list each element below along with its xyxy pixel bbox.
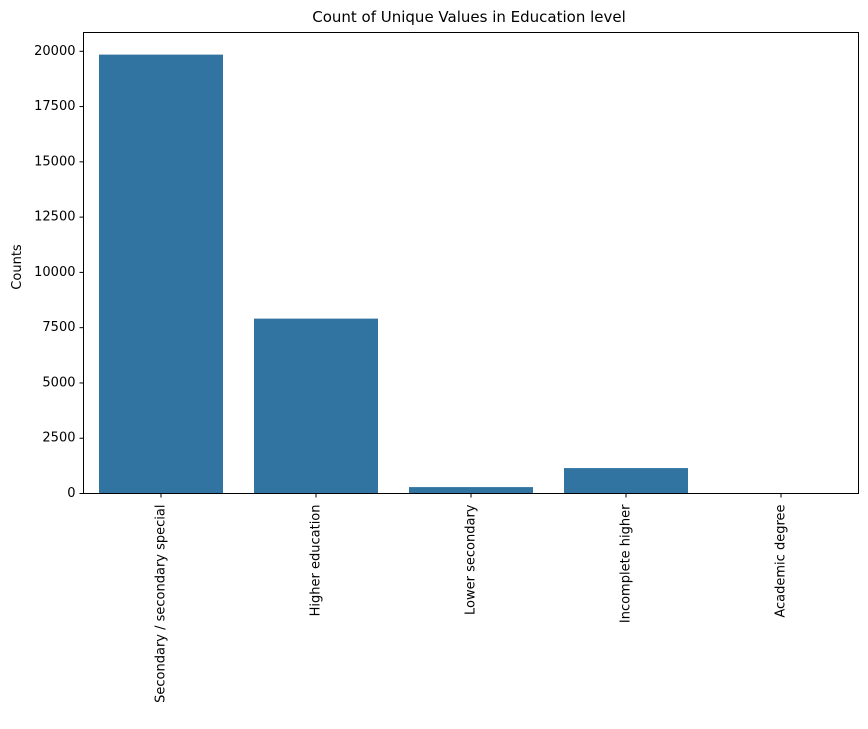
x-tick-label: Higher education [309, 505, 324, 617]
y-tick-label: 12500 [34, 210, 75, 225]
bar-1 [254, 319, 378, 494]
y-tick-label: 15000 [34, 154, 75, 169]
y-tick-label: 7500 [42, 320, 75, 335]
y-axis-title: Counts [10, 244, 25, 290]
x-axis-ticks: Secondary / secondary special Higher educ… [154, 494, 789, 703]
bar-3 [564, 468, 688, 493]
bar-2 [409, 487, 533, 493]
x-tick-label: Lower secondary [464, 504, 479, 615]
x-tick-label: Secondary / secondary special [154, 505, 169, 703]
y-tick-label: 2500 [42, 431, 75, 446]
bars-group [99, 55, 843, 494]
x-tick-label: Incomplete higher [619, 504, 634, 623]
y-tick-label: 5000 [42, 375, 75, 390]
y-axis-ticks: 0 2500 5000 7500 10000 12500 15000 17500 20000 [34, 44, 83, 501]
chart-title: Count of Unique Values in Education leve… [312, 8, 626, 26]
bar-0 [99, 55, 223, 494]
y-tick-label: 17500 [34, 99, 75, 114]
y-tick-label: 20000 [34, 44, 75, 59]
x-tick-label: Academic degree [774, 504, 789, 617]
y-tick-label: 0 [67, 486, 75, 501]
y-tick-label: 10000 [34, 265, 75, 280]
